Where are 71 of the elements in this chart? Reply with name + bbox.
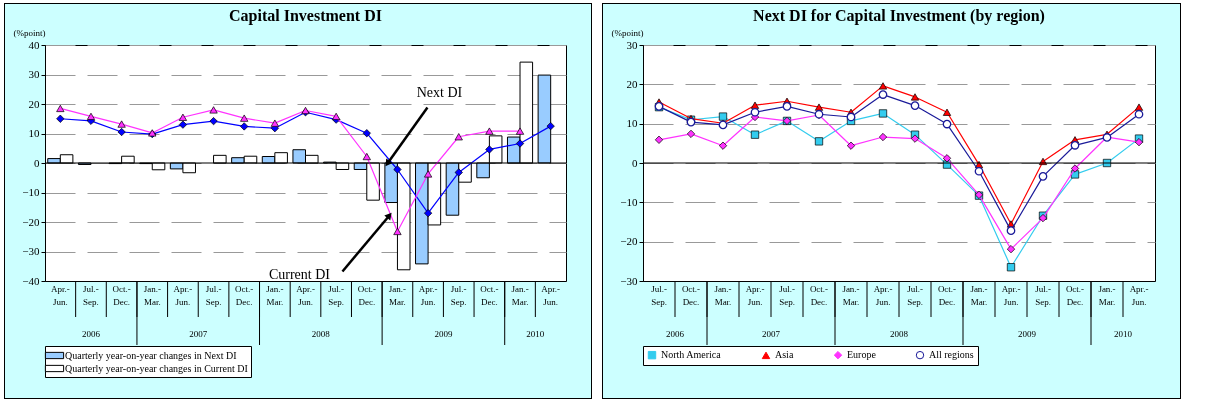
- x-tick-label: Oct.-Dec.: [357, 283, 376, 307]
- text: 2010: [1114, 329, 1133, 339]
- text: 2006: [666, 329, 685, 339]
- text: 2009: [1018, 329, 1037, 339]
- text: 2010: [526, 329, 545, 339]
- y-tick-label: 10: [626, 117, 638, 130]
- x-tick-label: Apr.-Jun.: [745, 283, 765, 307]
- x-tick-label: Oct.-Dec.: [1065, 283, 1085, 307]
- y-tick-label: −30: [22, 245, 40, 257]
- x-tick-label: Oct.-Dec.: [937, 283, 957, 307]
- text: 2007: [189, 329, 208, 339]
- x-tick-label: Jul.-Sep.: [450, 283, 467, 307]
- y-tick-label: −10: [620, 195, 638, 208]
- x-tick-label: Jan.-Mar.: [970, 283, 988, 307]
- x-tick-label: Jul.-Sep.: [907, 283, 923, 307]
- y-tick-label: 20: [28, 97, 40, 110]
- legend-label: Quarterly year-on-year changes in Next DI: [65, 349, 237, 361]
- x-tick-label: Jul.-Sep.: [205, 283, 222, 307]
- legend-label: Quarterly year-on-year changes in Current DI: [65, 362, 248, 374]
- y-tick-label: −20: [22, 215, 40, 228]
- x-tick-label: Oct.-Dec.: [480, 283, 499, 307]
- y-tick-label: −30: [620, 274, 638, 287]
- x-tick-label: Apr.-Jun.: [541, 283, 561, 307]
- legend-label: All regions: [929, 349, 974, 361]
- y-tick-label: 20: [626, 77, 638, 90]
- x-tick-label: Apr.-Jun.: [1129, 283, 1149, 307]
- y-tick-label: 30: [626, 38, 638, 51]
- x-tick-label: Apr.-Jun.: [873, 283, 893, 307]
- x-tick-label: Jul.-Sep.: [1035, 283, 1051, 307]
- x-tick-label: Apr.-Jun.: [418, 283, 438, 307]
- y-tick-label: 40: [28, 38, 40, 51]
- text: 2006: [81, 329, 101, 339]
- y-tick-label: 0: [34, 156, 40, 169]
- x-tick-label: Jan.-Mar.: [388, 283, 407, 307]
- chart-title: Capital Investment DI: [229, 7, 382, 25]
- legend-label: Europe: [847, 349, 877, 361]
- x-tick-label: Jul.-Sep.: [83, 283, 99, 307]
- legend-label: Asia: [775, 349, 794, 361]
- x-tick-label: Jan.-Mar.: [511, 283, 529, 307]
- y-tick-label: −20: [620, 235, 638, 248]
- x-tick-label: Apr.-Jun.: [173, 283, 193, 307]
- y-tick-label: 0: [632, 156, 638, 169]
- x-tick-label: Oct.-Dec.: [112, 283, 131, 307]
- text: 2009: [434, 329, 453, 339]
- x-tick-label: Jan.-Mar.: [714, 283, 732, 307]
- x-tick-label: Apr.-Jun.: [50, 283, 70, 307]
- x-tick-label: Jul.-Sep.: [328, 283, 345, 307]
- y-tick-label: −10: [22, 186, 40, 198]
- text: Current DI: [268, 267, 331, 283]
- x-tick-label: Jan.-Mar.: [842, 283, 860, 307]
- legend-label: North America: [661, 349, 722, 361]
- x-tick-label: Jan.-Mar.: [143, 283, 161, 307]
- x-tick-label: Apr.-Jun.: [1001, 283, 1021, 307]
- y-tick-label: −40: [22, 274, 40, 287]
- x-tick-label: Jul.-Sep.: [779, 283, 795, 307]
- text: Next DI: [416, 85, 463, 101]
- y-tick-label: 10: [28, 127, 40, 139]
- chart-title: Next DI for Capital Investment (by region): [753, 7, 1045, 25]
- text: 2007: [762, 329, 781, 339]
- y-axis-title: (%point): [611, 27, 644, 38]
- text: 2008: [890, 329, 909, 339]
- x-tick-label: Oct.-Dec.: [681, 283, 701, 307]
- text: 2008: [311, 329, 331, 339]
- x-tick-label: Jan.-Mar.: [266, 283, 284, 307]
- y-axis-title: (%point): [13, 27, 46, 38]
- x-tick-label: Oct.-Dec.: [235, 283, 254, 307]
- x-tick-label: Oct.-Dec.: [809, 283, 829, 307]
- x-tick-label: Jan.-Mar.: [1098, 283, 1116, 307]
- x-tick-label: Apr.-Jun.: [296, 283, 315, 307]
- x-tick-label: Jul.-Sep.: [651, 283, 667, 307]
- y-tick-label: 30: [28, 68, 40, 80]
